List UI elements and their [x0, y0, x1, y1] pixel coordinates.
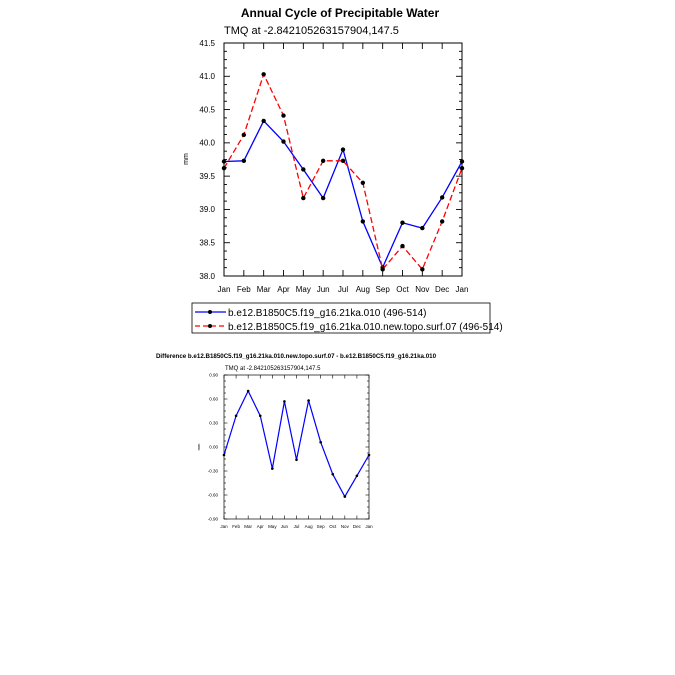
chart2-xtick-label: Oct — [329, 524, 337, 529]
chart1-series-1-point — [241, 158, 247, 164]
chart2-xtick-label: Jan — [220, 524, 228, 529]
chart2-ytick-label: 0.30 — [209, 421, 218, 426]
chart1-ytick-label: 39.5 — [199, 172, 215, 181]
chart2-xtick-label: Mar — [244, 524, 252, 529]
chart1-ytick-label: 40.0 — [199, 139, 215, 148]
chart1-xtick-label: Jul — [338, 285, 348, 294]
chart1-series-2-point — [281, 113, 286, 118]
chart2-series-1-point — [367, 453, 371, 457]
chart2-series-1-point — [246, 389, 250, 393]
chart1-xtick-label: Jan — [456, 285, 469, 294]
chart1-series-2-point — [400, 243, 405, 249]
chart2-subtitle: TMQ at -2.842105263157904,147.5 — [225, 366, 321, 372]
chart1-ylabel: mm — [183, 153, 190, 165]
chart2-xtick-label: Sep — [317, 524, 326, 529]
chart2-xtick-label: Feb — [232, 524, 240, 529]
chart1-xtick-label: Sep — [376, 285, 391, 294]
legend-marker-series2 — [208, 324, 212, 328]
chart2-plot-area: -0.90 -0.60 -0.30 0.00 0.30 0.60 0.90 Jan Feb Mar… — [208, 373, 373, 529]
chart1-series-1-point — [439, 195, 445, 200]
chart2-title: Difference b.e12.B1850C5.f19_g16.21ka.01… — [156, 353, 437, 360]
chart2-ytick-label: -0.60 — [208, 493, 219, 498]
chart1-xtick-label: Jun — [317, 285, 330, 294]
chart1-series-2-point — [459, 165, 465, 171]
chart2-ytick-label: -0.30 — [208, 469, 219, 474]
chart1-series-2-point — [420, 267, 425, 272]
chart1-series-1-point — [320, 195, 326, 201]
chart1-series-2-point — [380, 267, 385, 272]
chart1-series-2-point — [221, 165, 227, 171]
chart2-series-1-line — [223, 389, 370, 498]
chart2-xtick-label: Jan — [365, 524, 373, 529]
legend-box — [191, 302, 491, 334]
chart1-ytick-label: 41.0 — [199, 72, 215, 81]
chart1-series-1-point — [261, 118, 266, 124]
chart2-series-1-point — [307, 399, 310, 402]
chart1-series-1-line — [223, 119, 463, 269]
chart1-series-1-point — [420, 225, 425, 231]
chart1-xtick-label: Mar — [257, 285, 271, 294]
legend-marker-series1 — [208, 310, 212, 314]
chart2-xtick-label: May — [268, 524, 277, 529]
chart2-xtick-label: Aug — [305, 524, 314, 529]
chart1-subtitle: TMQ at -2.842105263157904,147.5 — [224, 25, 399, 37]
chart1-series-1-point — [281, 139, 286, 144]
chart1-ytick-label: 40.5 — [199, 105, 215, 114]
chart1-xtick-label: May — [296, 285, 311, 294]
chart1-series-2-point — [301, 195, 306, 201]
chart2-xtick-label: Nov — [341, 524, 350, 529]
chart2-series-1-point — [234, 414, 238, 418]
chart2-series-1-point — [222, 453, 226, 457]
chart1-ytick-label: 39.0 — [199, 205, 215, 214]
chart1-xtick-label: Jan — [218, 285, 231, 294]
chart2-series-1-point — [343, 495, 347, 498]
chart1-ytick-label: 38.5 — [199, 239, 215, 248]
chart1-legend: b.e12.B1850C5.f19_g16.21ka.010 (496-514)… — [191, 302, 503, 334]
chart2-series-1-point — [295, 458, 298, 462]
chart1-xtick-label: Oct — [396, 285, 409, 294]
chart1-xtick-label: Apr — [277, 285, 290, 294]
chart1-series-2-point — [340, 158, 346, 164]
chart2-series-1-point — [319, 440, 322, 444]
chart1-series-2-point — [360, 180, 366, 185]
chart1-plot-area: 38.0 38.5 39.0 39.5 40.0 40.5 41.0 41.5 Jan Feb Ma… — [199, 39, 468, 294]
chart1-xtick-label: Dec — [435, 285, 449, 294]
chart2-xtick-label: Jun — [281, 524, 289, 529]
chart2-ytick-label: 0.00 — [209, 445, 218, 450]
chart2-series-1-point — [271, 467, 274, 470]
legend-label-series1: b.e12.B1850C5.f19_g16.21ka.010 (496-514) — [228, 308, 427, 319]
chart1-series-1-point — [221, 159, 227, 164]
chart2-xtick-label: Apr — [257, 524, 265, 529]
chart1-series-1-point — [360, 219, 366, 224]
chart1-series-1-point — [301, 167, 306, 172]
chart2-ytick-label: -0.90 — [208, 517, 219, 522]
chart1-series-2-point — [439, 219, 445, 224]
chart2-ytick-label: 0.60 — [209, 397, 218, 402]
legend-label-series2: b.e12.B1850C5.f19_g16.21ka.010.new.topo.… — [228, 322, 503, 333]
chart1-ytick-label: 41.5 — [199, 39, 215, 48]
chart1-series-2-line — [223, 72, 463, 271]
chart2-ytick-label: 0.90 — [209, 373, 218, 378]
chart2-series-1-point — [283, 400, 286, 403]
chart1-title: Annual Cycle of Precipitable Water — [241, 6, 440, 20]
chart1-series-2-point — [320, 158, 326, 164]
chart2-series-1-point — [258, 414, 262, 418]
chart2-series-1-point — [331, 472, 335, 476]
chart1-series-1-point — [459, 159, 465, 164]
chart2-xtick-label: Dec — [353, 524, 362, 529]
chart1-series-2-point — [241, 132, 247, 138]
chart1-xtick-label: Feb — [237, 285, 251, 294]
chart1-xtick-label: Nov — [415, 285, 429, 294]
chart1-series-2-point — [261, 72, 266, 77]
chart1-xtick-label: Aug — [356, 285, 370, 294]
chart1-series-1-point — [400, 220, 405, 225]
chart2-ylabel: mm — [196, 443, 201, 450]
chart2-xtick-label: Jul — [294, 524, 300, 529]
chart1-ytick-label: 38.0 — [199, 272, 215, 281]
chart2-series-1-point — [355, 474, 359, 478]
chart1-series-1-point — [340, 147, 346, 152]
